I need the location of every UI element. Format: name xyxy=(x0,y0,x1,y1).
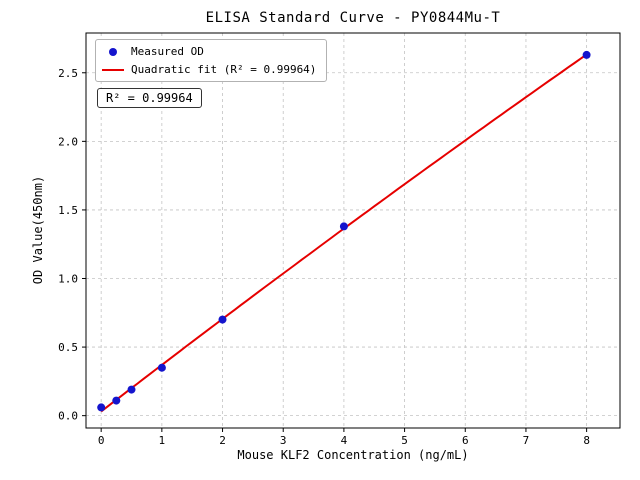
legend-box: Measured OD Quadratic fit (R² = 0.99964) xyxy=(95,39,328,82)
legend-label-quadratic-fit: Quadratic fit (R² = 0.99964) xyxy=(131,63,317,76)
plot-frame xyxy=(85,32,621,429)
data-point xyxy=(127,385,136,394)
data-point xyxy=(112,396,121,405)
x-tick-label: 3 xyxy=(280,434,287,447)
x-tick-label: 4 xyxy=(341,434,348,447)
data-point xyxy=(339,222,348,231)
data-point xyxy=(582,50,591,59)
y-tick-label: 2.0 xyxy=(58,135,78,148)
quadratic-fit-marker-icon xyxy=(102,68,124,71)
legend-item-quadratic-fit: Quadratic fit (R² = 0.99964) xyxy=(102,63,316,76)
x-tick-label: 1 xyxy=(159,434,166,447)
x-tick-label: 5 xyxy=(401,434,408,447)
y-tick-label: 1.0 xyxy=(58,273,78,286)
x-tick-label: 8 xyxy=(583,434,590,447)
data-point xyxy=(97,403,106,412)
legend-item-measured-od: Measured OD xyxy=(102,45,316,58)
x-tick-label: 7 xyxy=(523,434,530,447)
y-tick-label: 2.5 xyxy=(58,67,78,80)
x-tick-label: 0 xyxy=(98,434,105,447)
x-axis-label: Mouse KLF2 Concentration (ng/mL) xyxy=(237,448,469,462)
legend-label-measured-od: Measured OD xyxy=(131,45,204,58)
x-tick-label: 2 xyxy=(219,434,226,447)
chart-title: ELISA Standard Curve - PY0844Mu-T xyxy=(205,10,501,26)
data-point xyxy=(157,363,166,372)
y-tick-label: 1.5 xyxy=(58,204,78,217)
y-axis-label: OD Value(450nm) xyxy=(31,175,45,285)
y-tick-label: 0.0 xyxy=(58,410,78,423)
r-squared-annotation: R² = 0.99964 xyxy=(97,88,202,108)
measured-od-marker-icon xyxy=(109,47,117,56)
y-tick-label: 0.5 xyxy=(58,341,78,354)
x-tick-label: 6 xyxy=(462,434,469,447)
data-point xyxy=(218,315,227,324)
